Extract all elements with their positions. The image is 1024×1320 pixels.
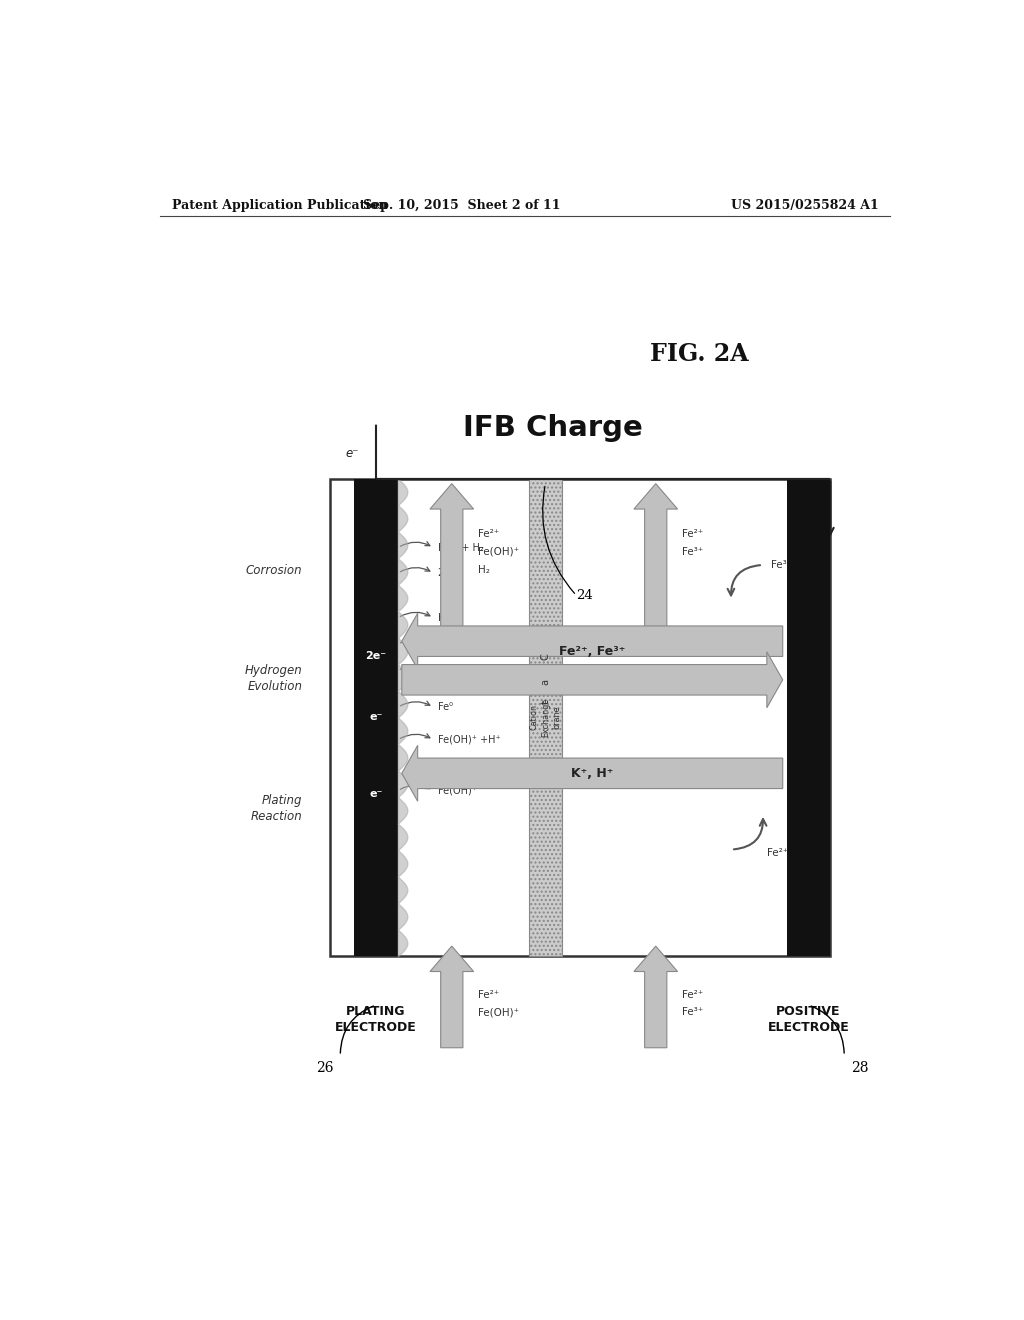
Text: Fe³⁺: Fe³⁺: [771, 560, 793, 570]
Text: H₂: H₂: [437, 612, 449, 623]
Text: H₂O: H₂O: [437, 665, 457, 676]
Text: Fe²⁺: Fe²⁺: [767, 847, 788, 858]
Text: e⁻: e⁻: [370, 788, 383, 799]
Text: H₂: H₂: [478, 565, 489, 576]
Text: POSITIVE
ELECTRODE: POSITIVE ELECTRODE: [768, 1005, 849, 1034]
Bar: [786, 479, 830, 956]
Text: 28: 28: [851, 1061, 868, 1074]
Text: Cation
Exchange
brane: Cation Exchange brane: [529, 698, 562, 737]
Text: Fe²⁺, Fe³⁺: Fe²⁺, Fe³⁺: [559, 645, 626, 657]
Text: Fe(OH)⁺ +H⁺: Fe(OH)⁺ +H⁺: [437, 735, 501, 744]
FancyArrow shape: [401, 652, 782, 708]
FancyArrow shape: [430, 483, 474, 631]
Bar: [354, 479, 397, 956]
Text: Fe²⁺: Fe²⁺: [682, 990, 703, 999]
FancyArrow shape: [430, 946, 474, 1048]
Text: Fe(OH)⁺: Fe(OH)⁺: [478, 1007, 519, 1018]
FancyArrow shape: [634, 483, 678, 631]
Text: FIG. 2A: FIG. 2A: [650, 342, 749, 366]
Text: 2H⁺: 2H⁺: [437, 639, 457, 649]
Bar: [528, 479, 562, 956]
Text: 2H⁺: 2H⁺: [437, 568, 457, 578]
Text: Fe³⁺: Fe³⁺: [682, 1007, 703, 1018]
Text: Plating
Reaction: Plating Reaction: [251, 795, 303, 824]
Text: t: t: [541, 700, 551, 704]
Text: 24: 24: [577, 589, 593, 602]
FancyArrow shape: [401, 614, 782, 669]
Text: Corrosion: Corrosion: [246, 564, 303, 577]
Text: e⁻: e⁻: [345, 446, 359, 459]
Text: 2e⁻: 2e⁻: [366, 652, 387, 661]
Text: Patent Application Publication: Patent Application Publication: [172, 198, 387, 211]
Bar: [331, 479, 830, 956]
Text: 26: 26: [315, 1061, 333, 1074]
Text: Hydrogen
Evolution: Hydrogen Evolution: [245, 664, 303, 693]
Text: Sep. 10, 2015  Sheet 2 of 11: Sep. 10, 2015 Sheet 2 of 11: [362, 198, 560, 211]
Text: C: C: [541, 653, 551, 660]
Text: Fe²⁺: Fe²⁺: [478, 529, 500, 540]
Text: IFB Charge: IFB Charge: [463, 413, 642, 442]
Text: Fe²⁺: Fe²⁺: [478, 990, 500, 999]
Text: Fe³⁺: Fe³⁺: [682, 546, 703, 557]
Text: Fe²⁺: Fe²⁺: [682, 529, 703, 540]
FancyArrow shape: [401, 746, 782, 801]
Text: Fe(OH)⁺: Fe(OH)⁺: [437, 785, 476, 796]
Text: e⁻: e⁻: [370, 713, 383, 722]
Text: Fe(OH)⁺: Fe(OH)⁺: [478, 546, 519, 557]
Text: K⁺, H⁺: K⁺, H⁺: [571, 767, 613, 780]
Text: a: a: [541, 678, 551, 685]
Text: Fe²⁺ + H₂: Fe²⁺ + H₂: [437, 543, 483, 553]
Text: US 2015/0255824 A1: US 2015/0255824 A1: [731, 198, 879, 211]
Text: Fe⁰: Fe⁰: [437, 702, 453, 713]
Text: PLATING
ELECTRODE: PLATING ELECTRODE: [335, 1005, 417, 1034]
FancyArrow shape: [634, 946, 678, 1048]
